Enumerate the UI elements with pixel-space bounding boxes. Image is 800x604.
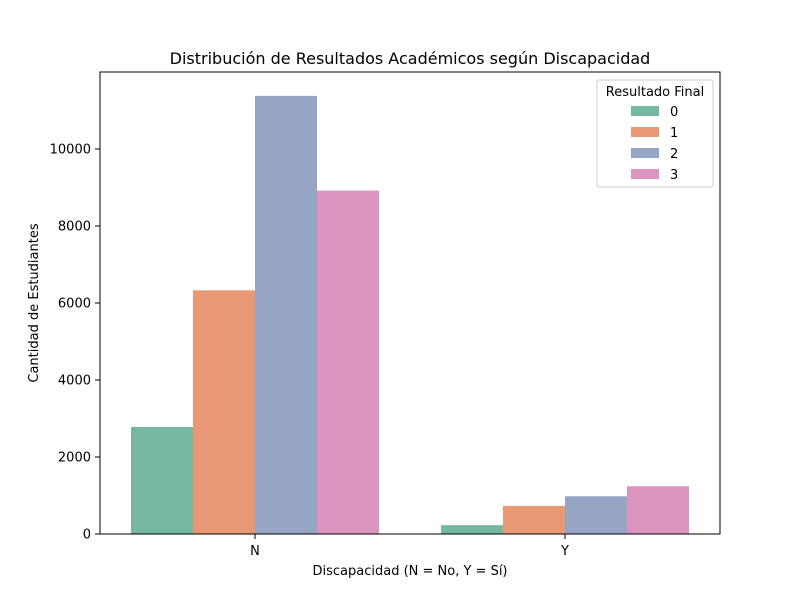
legend-label-3: 3 [670,168,678,183]
bar-3-N [317,190,379,534]
y-tick-label: 0 [83,528,91,543]
bars-layer [131,95,689,535]
x-tick-label: N [250,544,260,559]
legend-items: 0 1 2 3 [631,105,678,183]
bar-1-Y [503,505,565,534]
legend-swatch-3 [631,169,659,179]
bar-0-Y [441,525,503,534]
legend-title: Resultado Final [606,85,704,100]
bar-2-Y [565,496,627,534]
y-axis-label: Cantidad de Estudiantes [27,223,42,382]
legend-swatch-1 [631,127,659,137]
bar-3-Y [627,486,689,534]
y-tick-label: 4000 [58,374,91,389]
y-tick-label: 2000 [58,451,91,466]
legend-label-1: 1 [670,126,678,141]
legend-swatch-0 [631,106,659,116]
bar-0-N [131,426,193,534]
y-tick-label: 6000 [58,297,91,312]
legend-label-0: 0 [670,105,678,120]
y-axis: 0 2000 4000 6000 8000 10000 [50,143,100,543]
bar-1-N [193,290,255,534]
chart-title: Distribución de Resultados Académicos se… [170,49,651,68]
y-tick-label: 8000 [58,220,91,235]
legend-label-2: 2 [670,147,678,162]
x-axis-label: Discapacidad (N = No, Y = Sí) [312,564,507,579]
x-tick-label: Y [560,544,569,559]
legend-swatch-2 [631,148,659,158]
legend: Resultado Final 0 1 2 3 [596,79,714,188]
bar-2-N [255,95,317,535]
y-tick-label: 10000 [50,143,91,158]
